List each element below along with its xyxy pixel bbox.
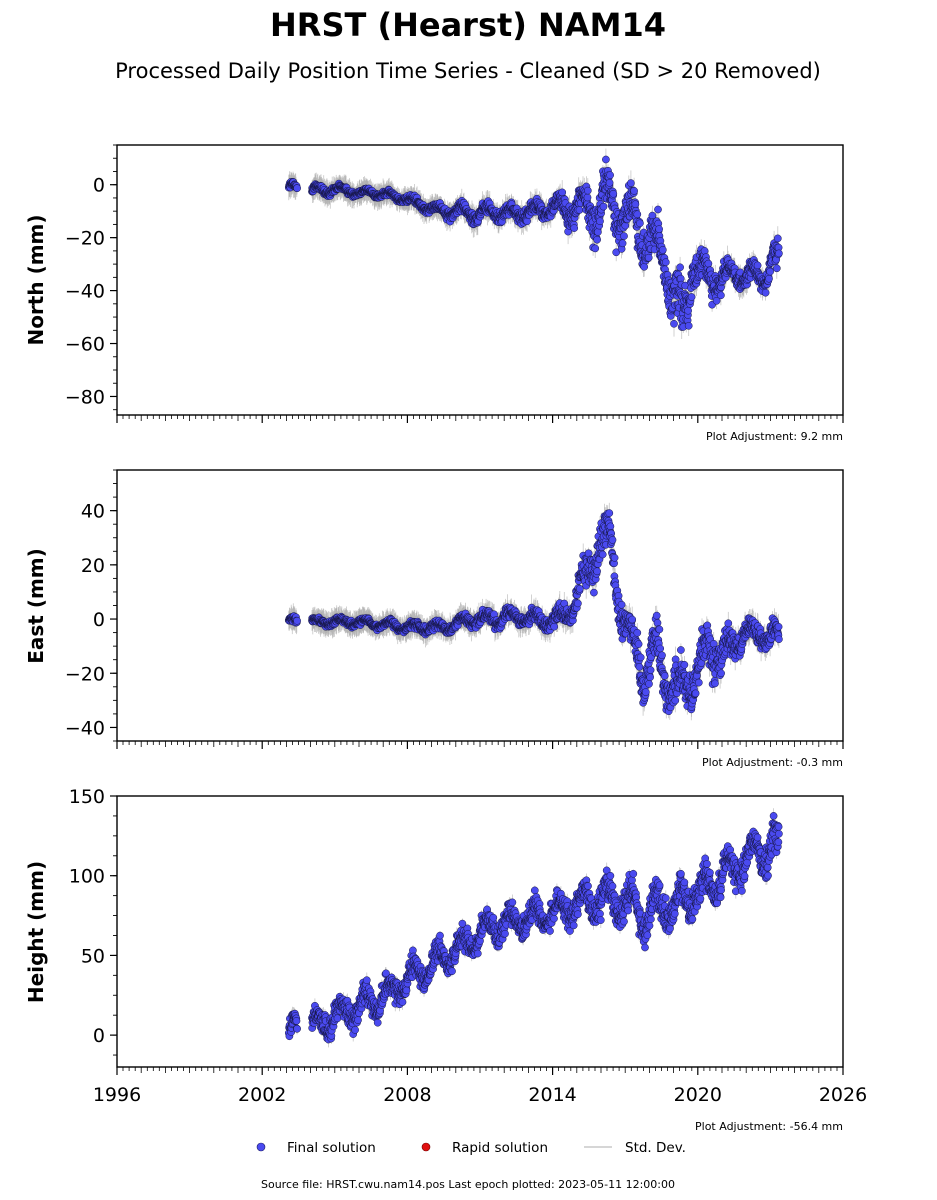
data-point — [775, 249, 783, 258]
data-point — [605, 178, 614, 187]
data-point — [558, 188, 567, 197]
data-point — [583, 186, 592, 195]
data-point — [630, 187, 638, 195]
data-point — [655, 225, 663, 233]
data-point — [712, 296, 721, 305]
chart-subtitle: Processed Daily Position Time Series - C… — [115, 59, 821, 83]
data-point — [773, 234, 782, 243]
data-point — [633, 210, 642, 219]
data-point — [620, 232, 628, 240]
data-point — [293, 184, 301, 193]
y-tick-label: −40 — [65, 281, 105, 303]
y-tick-label: 0 — [93, 175, 105, 197]
data-point — [593, 235, 601, 244]
data-point — [654, 205, 662, 214]
data-point — [717, 291, 725, 300]
data-point — [704, 259, 713, 268]
data-point — [570, 224, 579, 232]
y-tick-label: −20 — [65, 228, 105, 250]
data-point — [753, 261, 762, 270]
data-point — [661, 258, 670, 267]
y-tick-label: −60 — [65, 334, 105, 356]
stddev-bars — [288, 148, 780, 339]
data-point — [687, 293, 696, 301]
data-point — [596, 217, 604, 226]
data-point — [636, 219, 644, 228]
final-solution-points — [284, 155, 783, 331]
data-point — [766, 267, 774, 276]
data-point — [640, 262, 649, 271]
data-point — [618, 239, 627, 248]
data-point — [583, 193, 592, 202]
data-point — [575, 206, 584, 214]
data-point — [594, 228, 602, 236]
data-point — [684, 306, 692, 315]
data-point — [644, 253, 653, 262]
chart-title: HRST (Hearst) NAM14 — [270, 6, 666, 44]
data-point — [670, 319, 678, 328]
y-tick-label: −80 — [65, 386, 105, 408]
data-point — [676, 263, 684, 272]
data-point — [609, 189, 618, 198]
north-panel: 0 −20 −40 −60 −80 North (mm) — [24, 144, 844, 423]
data-point — [606, 171, 614, 179]
data-point — [602, 155, 610, 164]
data-point — [761, 288, 770, 297]
data-point — [627, 179, 635, 187]
data-point — [772, 264, 781, 273]
y-axis-label: North (mm) — [24, 214, 48, 345]
data-point — [765, 274, 773, 283]
data-point — [631, 200, 640, 209]
data-point — [591, 244, 600, 253]
data-point — [658, 246, 667, 254]
data-point — [684, 321, 693, 330]
data-point — [599, 202, 608, 211]
